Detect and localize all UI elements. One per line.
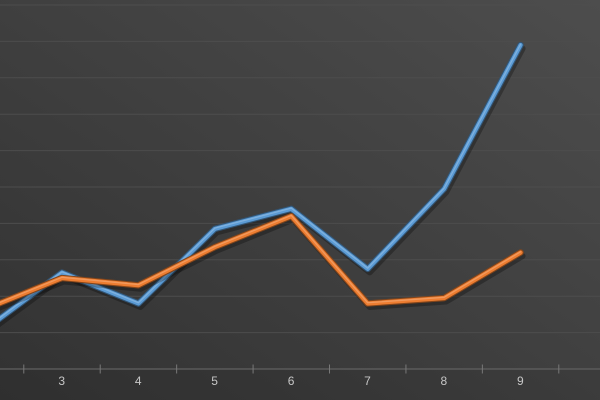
- orange-series-highlight: [0, 214, 522, 304]
- x-axis-label: 7: [364, 374, 372, 388]
- orange-series-shadow: [0, 216, 526, 311]
- below-axis-area: [0, 369, 600, 400]
- x-axis-label: 3: [58, 374, 66, 388]
- x-axis-label: 8: [440, 374, 448, 388]
- x-axis-label: 6: [287, 374, 295, 388]
- x-axis-label: 4: [134, 374, 143, 388]
- x-axis-label: 9: [516, 374, 525, 388]
- x-axis-label: 5: [211, 374, 219, 388]
